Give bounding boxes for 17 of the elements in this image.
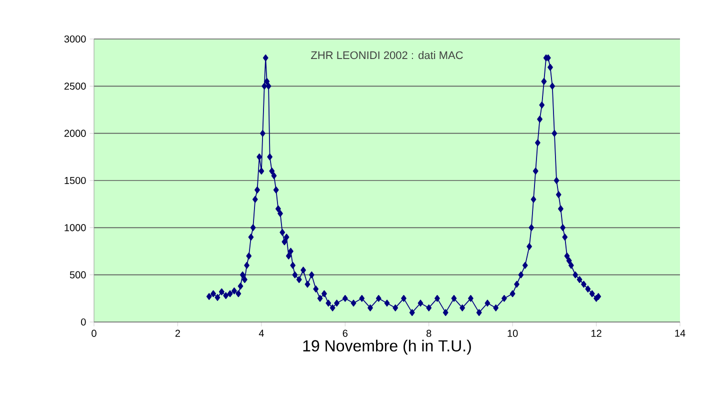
x-tick-label: 6 [342,330,348,337]
x-tick-label: 0 [92,330,96,337]
text: ZHR LEONIDI 2002 : dati MAC [311,51,463,60]
y-tick-label: 500 [70,271,86,278]
x-tick-label: 10 [508,330,518,337]
x-tick-label: 4 [258,330,264,337]
x-tick-label: 8 [426,330,432,337]
y-tick-label: 3000 [64,35,86,43]
y-tick-label: 2500 [64,82,86,90]
y-tick-label: 1500 [64,176,86,184]
x-tick-label: 14 [675,330,686,337]
y-tick-label: 0 [81,318,86,326]
y-tick-label: 1000 [64,224,86,232]
x-axis-title: 19 Novembre (h in T.U.) [303,340,471,355]
y-tick-label: 2000 [64,130,86,137]
x-tick-label: 2 [175,330,180,337]
x-tick-label: 12 [591,330,602,337]
